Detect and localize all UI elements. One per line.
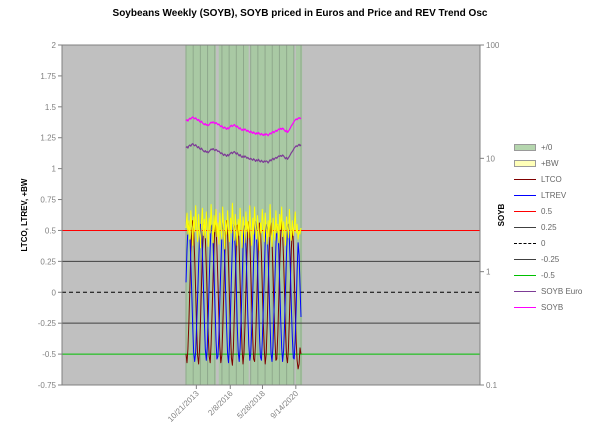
legend-swatch	[514, 290, 536, 292]
left-axis-title: LTCO, LTREV, +BW	[20, 178, 29, 251]
y-left-tick-label: 0.25	[40, 257, 56, 266]
legend-item-label: +/0	[541, 142, 553, 152]
legend-item: +/0	[514, 139, 582, 155]
legend-item-label: 0.25	[541, 222, 557, 232]
legend-item-label: LTCO	[541, 174, 562, 184]
legend-item-label: LTREV	[541, 190, 567, 200]
y-left-tick-label: 1.25	[40, 134, 56, 143]
y-right-tick-label: 0.1	[486, 381, 498, 390]
legend-item-label: SOYB	[541, 302, 564, 312]
y-right-tick-label: 10	[486, 154, 495, 163]
legend-swatch	[514, 242, 536, 244]
x-tick-label: 2/8/2016	[206, 389, 235, 418]
legend-swatch	[514, 143, 536, 151]
legend-item-label: +BW	[541, 158, 559, 168]
y-left-tick-label: 1	[52, 165, 57, 174]
legend-swatch	[514, 159, 536, 167]
plus-zero-band	[295, 45, 303, 385]
legend-item-label: -0.25	[541, 254, 560, 264]
y-left-tick-label: -0.25	[38, 319, 57, 328]
legend-swatch	[514, 306, 536, 308]
legend-swatch	[514, 258, 536, 260]
y-right-tick-label: 1	[486, 268, 491, 277]
y-left-tick-label: 2	[52, 41, 57, 50]
x-tick-label: 9/14/2020	[269, 389, 301, 421]
y-left-tick-label: -0.75	[38, 381, 57, 390]
y-left-tick-label: 0	[52, 288, 57, 297]
legend-swatch	[514, 210, 536, 212]
legend-swatch	[514, 178, 536, 180]
y-right-tick-label: 100	[486, 41, 500, 50]
legend-item: -0.5	[514, 267, 582, 283]
y-left-tick-label: 1.5	[45, 103, 57, 112]
legend-item: SOYB	[514, 299, 582, 315]
y-left-tick-label: -0.5	[42, 350, 56, 359]
series-line-SOYB Euro	[185, 143, 302, 164]
legend-item-label: 0	[541, 238, 546, 248]
legend-swatch	[514, 226, 536, 228]
y-left-tick-label: 0.75	[40, 196, 56, 205]
series-line-+BW	[185, 202, 302, 251]
series-line-LTREV	[185, 221, 302, 364]
right-axis-title: SOYB	[497, 203, 506, 226]
legend-item: SOYB Euro	[514, 283, 582, 299]
series-lines	[185, 116, 302, 370]
legend-item: LTCO	[514, 171, 582, 187]
legend-item: -0.25	[514, 251, 582, 267]
x-tick-label: 5/28/2018	[235, 389, 267, 421]
legend-item: +BW	[514, 155, 582, 171]
legend-swatch	[514, 194, 536, 196]
legend-item-label: 0.5	[541, 206, 553, 216]
legend-item-label: -0.5	[541, 270, 555, 280]
series-line-SOYB	[185, 116, 302, 137]
vertical-gridlines	[185, 45, 302, 385]
legend-item: 0.5	[514, 203, 582, 219]
y-left-tick-label: 0.5	[45, 226, 57, 235]
legend-swatch	[514, 274, 536, 276]
legend-item-label: SOYB Euro	[541, 286, 583, 296]
legend-item: 0	[514, 235, 582, 251]
y-left-tick-label: 1.75	[40, 72, 56, 81]
plot-border	[61, 44, 481, 386]
legend: +/0 +BW LTCO LTREV 0.5 0.25 0 -0.25 -0.5 SOYB Eur…	[514, 139, 582, 315]
legend-item: 0.25	[514, 219, 582, 235]
x-tick-label: 10/21/2013	[166, 389, 201, 424]
legend-item: LTREV	[514, 187, 582, 203]
chart-title: Soybeans Weekly (SOYB), SOYB priced in E…	[113, 8, 488, 19]
